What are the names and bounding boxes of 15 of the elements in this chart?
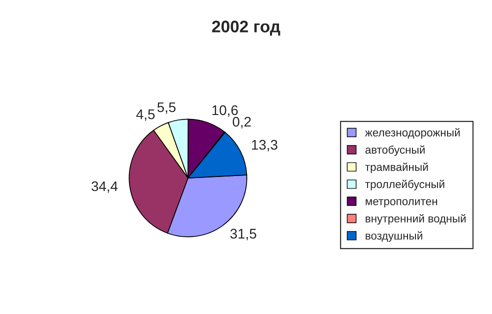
legend-label: внутренний водный — [366, 214, 466, 225]
data-label: 5,5 — [157, 102, 176, 114]
chart-title: 2002 год — [212, 20, 280, 36]
legend-label: троллейбусный — [365, 180, 444, 190]
legend-label: автобусный — [365, 145, 425, 156]
data-label: 4,5 — [136, 110, 155, 121]
data-label: 31,5 — [230, 228, 256, 240]
data-label: 0,2 — [232, 116, 251, 128]
data-label: 13,3 — [252, 140, 278, 152]
data-label: 34,4 — [92, 181, 118, 193]
legend-label: метрополитен — [366, 199, 438, 208]
legend-label: воздушный — [366, 231, 422, 242]
legend-label: железнодорожный — [365, 128, 460, 139]
data-label: 10,6 — [212, 105, 238, 117]
legend-label: трамвайный — [365, 162, 428, 174]
